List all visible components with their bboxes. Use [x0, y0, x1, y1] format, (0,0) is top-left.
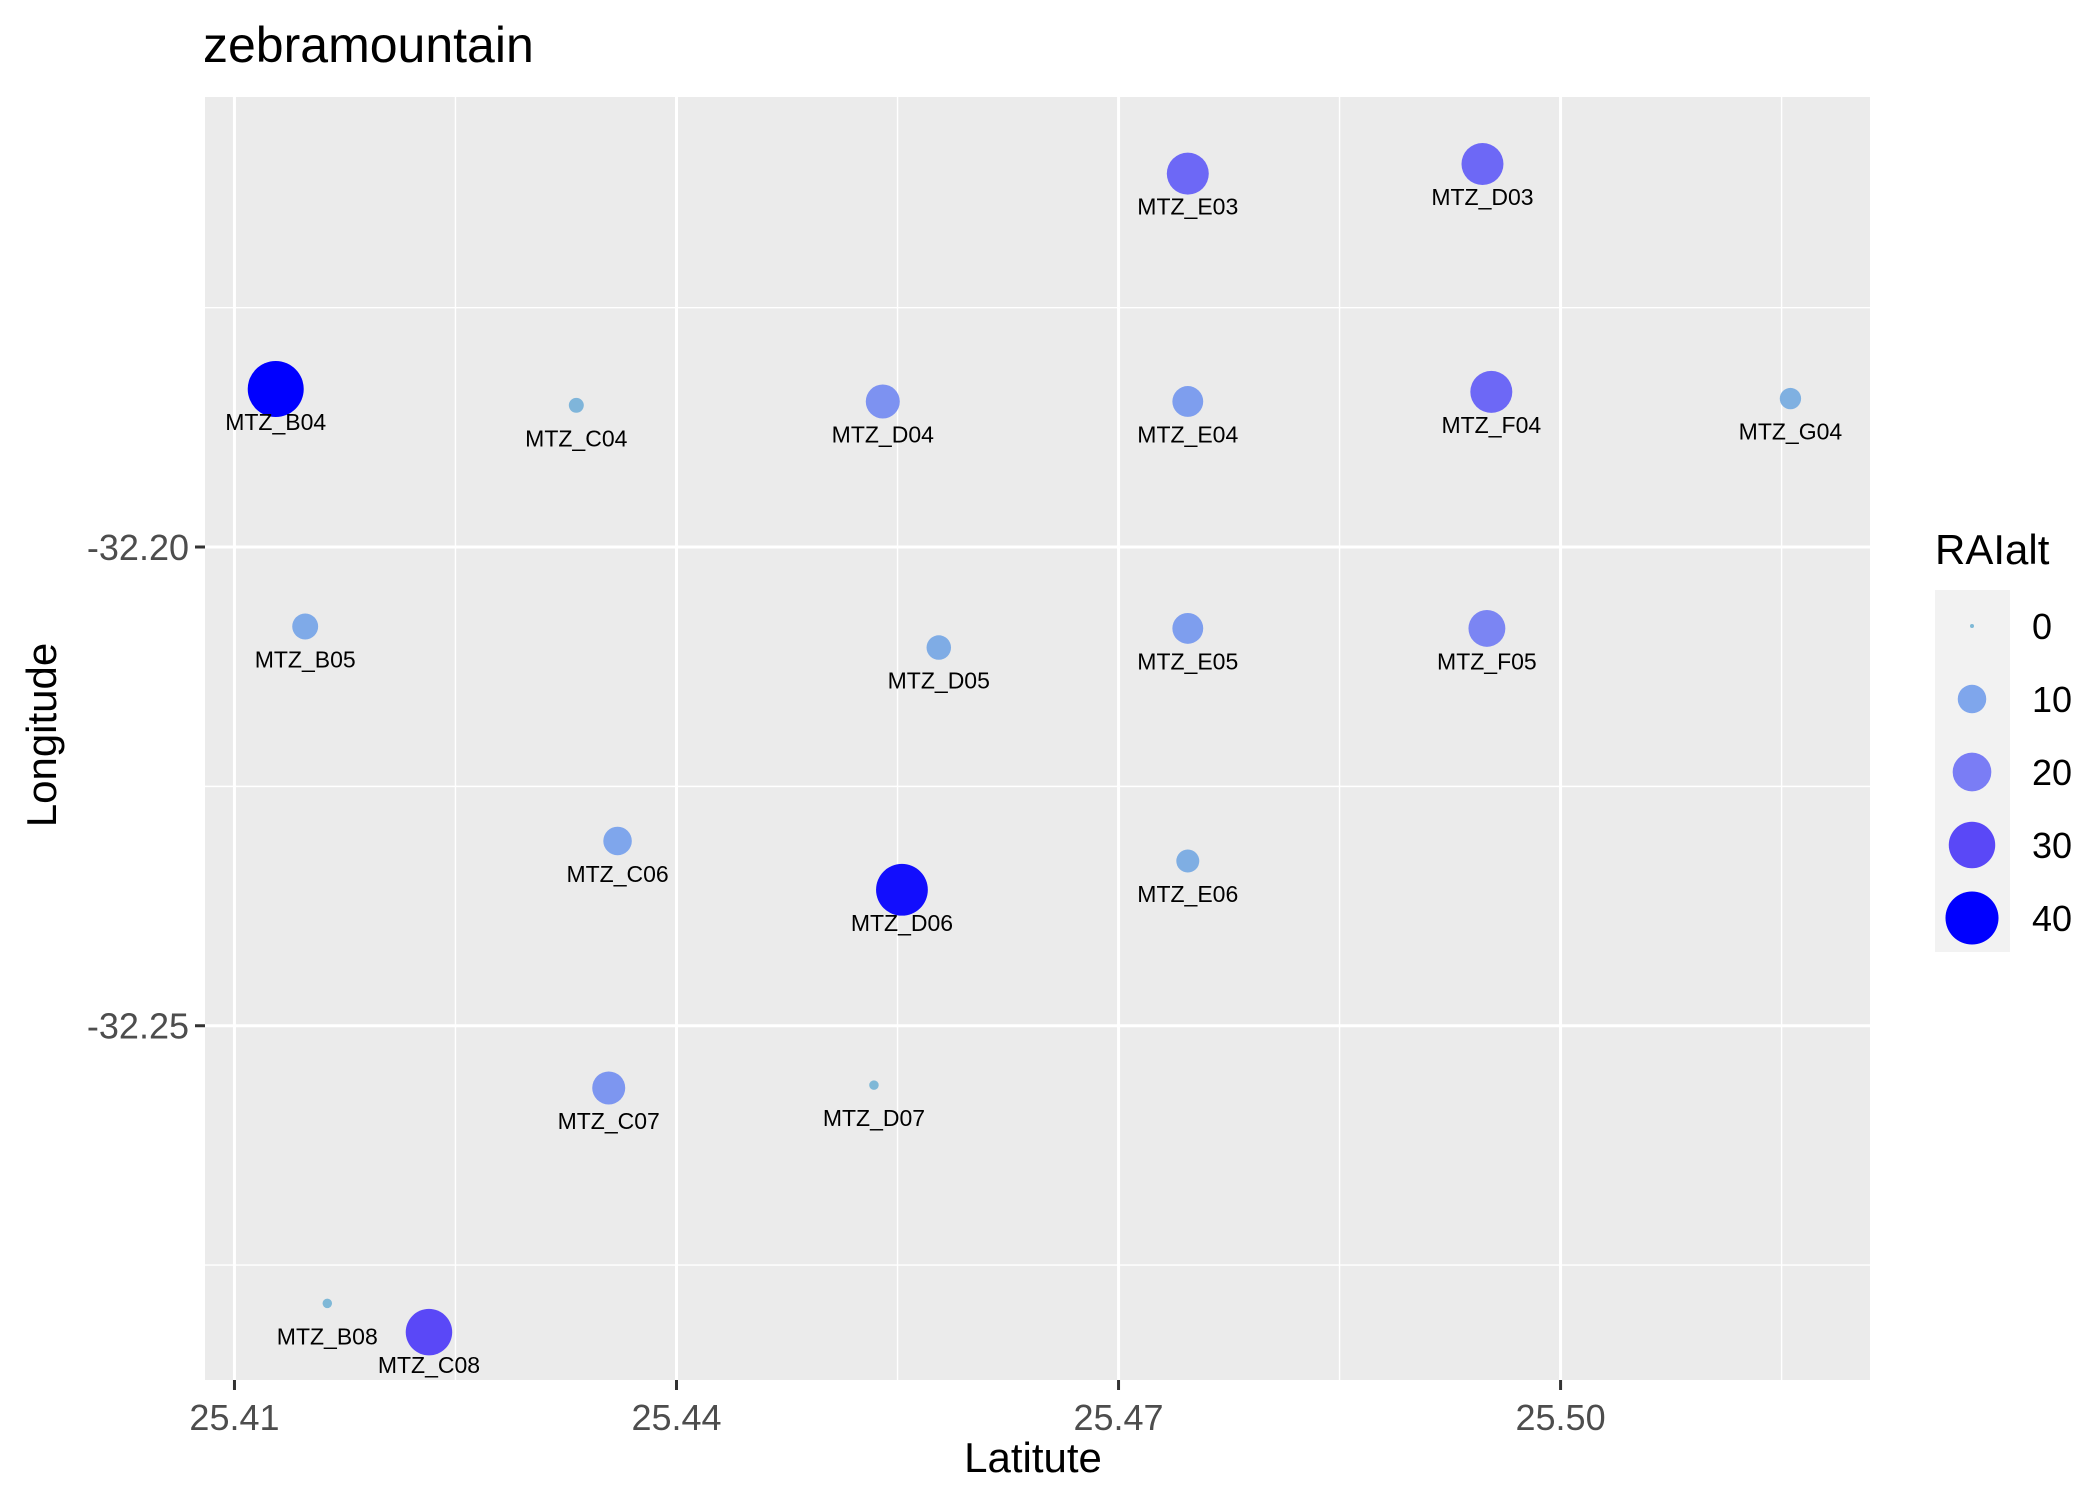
data-point-label: MTZ_B04 — [225, 409, 326, 435]
legend-key — [1945, 891, 1999, 945]
data-point-label: MTZ_E04 — [1137, 421, 1238, 447]
data-point-label: MTZ_G04 — [1739, 419, 1843, 445]
data-point-label: MTZ_D04 — [832, 421, 934, 447]
data-point — [1468, 609, 1506, 647]
y-tick-label: -32.25 — [87, 1006, 189, 1047]
data-point-label: MTZ_E06 — [1137, 881, 1238, 907]
data-point-label: MTZ_D07 — [823, 1105, 925, 1131]
data-point-label: MTZ_C07 — [558, 1108, 660, 1134]
data-point-label: MTZ_C08 — [378, 1352, 480, 1378]
x-axis-ticks: 25.41 25.44 25.47 25.50 — [189, 1380, 1606, 1438]
data-point — [926, 635, 952, 660]
legend-label: 30 — [2032, 825, 2072, 866]
data-point — [1166, 152, 1209, 195]
size-legend: RAIalt 0 10 20 30 40 — [1935, 526, 2072, 952]
legend-label: 20 — [2032, 752, 2072, 793]
legend-key — [1952, 752, 1992, 792]
y-axis-ticks: -32.20 -32.25 — [87, 527, 205, 1047]
x-tick-label: 25.50 — [1516, 1397, 1606, 1438]
data-point-label: MTZ_F04 — [1441, 412, 1541, 438]
data-point-label: MTZ_D05 — [888, 668, 990, 694]
x-tick-label: 25.44 — [631, 1397, 721, 1438]
data-point — [292, 613, 319, 640]
data-point — [1470, 370, 1513, 413]
data-points: MTZ_E03 MTZ_D03 MTZ_B04 MTZ_C04 MTZ_D04 MTZ_E… — [225, 143, 1842, 1378]
data-point — [1176, 849, 1200, 873]
data-point-label: MTZ_D03 — [1431, 184, 1533, 210]
minor-gridlines — [205, 97, 1870, 1380]
data-point-label: MTZ_B05 — [255, 646, 356, 672]
y-tick-label: -32.20 — [87, 527, 189, 568]
x-tick-label: 25.41 — [189, 1397, 279, 1438]
data-point — [1461, 143, 1504, 186]
data-point-label: MTZ_D06 — [851, 910, 953, 936]
data-point — [592, 1071, 626, 1105]
data-point-label: MTZ_E03 — [1137, 194, 1238, 220]
major-gridlines — [205, 97, 1870, 1380]
data-point-label: MTZ_C06 — [566, 861, 668, 887]
legend-key — [1957, 684, 1987, 714]
data-point-label: MTZ_C04 — [525, 425, 627, 451]
data-point — [247, 361, 304, 418]
data-point-label: MTZ_E05 — [1137, 648, 1238, 674]
legend-key — [1970, 624, 1974, 628]
data-point — [568, 397, 584, 413]
x-tick-label: 25.47 — [1073, 1397, 1163, 1438]
y-axis-title: Longitude — [18, 643, 65, 828]
legend-label: 0 — [2032, 606, 2052, 647]
data-point — [1172, 386, 1204, 417]
data-point — [322, 1298, 333, 1309]
data-point — [869, 1080, 879, 1090]
legend-label: 40 — [2032, 898, 2072, 939]
data-point — [1779, 387, 1802, 410]
x-axis-title: Latitute — [964, 1434, 1102, 1481]
data-point — [1172, 612, 1204, 644]
data-point — [603, 826, 632, 856]
data-point — [865, 384, 900, 419]
data-point — [405, 1308, 453, 1356]
legend-label: 10 — [2032, 679, 2072, 720]
chart-title: zebramountain — [203, 17, 534, 73]
legend-key — [1948, 821, 1996, 869]
plot-panel — [205, 97, 1870, 1380]
data-point-label: MTZ_B08 — [277, 1323, 378, 1349]
data-point — [876, 863, 928, 916]
data-point-label: MTZ_F05 — [1437, 648, 1537, 674]
legend-title: RAIalt — [1935, 526, 2050, 573]
